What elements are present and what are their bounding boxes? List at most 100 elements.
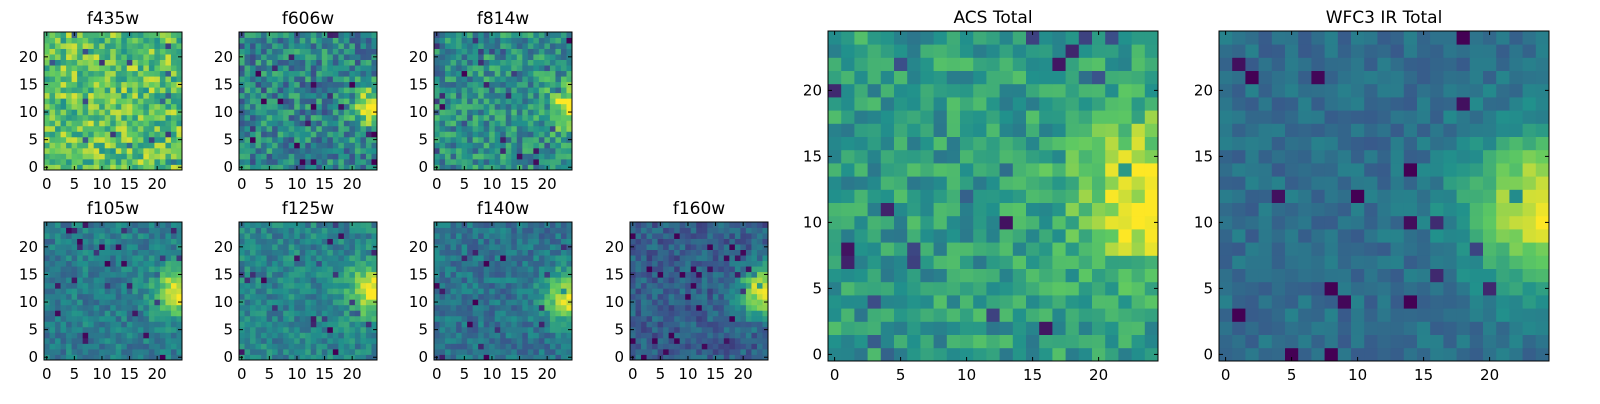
heatmap-cell [630,310,636,316]
heatmap-cell [685,239,691,245]
heatmap-cell [718,233,724,239]
heatmap-cell [250,310,256,316]
heatmap-cell [907,150,921,164]
heatmap-cell [99,327,105,333]
heatmap-cell [489,316,495,322]
heatmap-cell [256,222,262,228]
heatmap-cell [440,159,446,165]
heatmap-cell [636,222,642,228]
heatmap-cell [105,272,111,278]
heatmap-cell [360,261,366,267]
heatmap-cell [478,32,484,38]
heatmap-cell [149,76,155,82]
heatmap-cell [451,93,457,99]
heatmap-cell [841,308,855,322]
heatmap-cell [333,299,339,305]
heatmap-cell [658,250,664,256]
heatmap-cell [160,71,166,77]
heatmap-cell [355,321,361,327]
heatmap-cell [702,294,708,300]
heatmap-cell [1000,335,1014,349]
heatmap-cell [934,335,948,349]
heatmap-cell [500,137,506,143]
heatmap-cell [105,327,111,333]
heatmap-cell [669,261,675,267]
heatmap-cell [333,327,339,333]
heatmap-cell [746,239,752,245]
heatmap-cell [55,43,61,49]
heatmap-cell [555,131,561,137]
heatmap-cell [539,153,545,159]
heatmap-cell [261,43,267,49]
heatmap-cell [366,222,372,228]
heatmap-cell [511,148,517,154]
heatmap-cell [160,277,166,283]
panel-title: f160w [673,199,725,219]
heatmap-cell [143,76,149,82]
heatmap-cell [456,104,462,110]
heatmap-cell [333,82,339,88]
heatmap-cell [735,272,741,278]
heatmap-cell [239,239,245,245]
heatmap-cell [245,299,251,305]
heatmap-cell [729,255,735,261]
heatmap-cell [544,43,550,49]
heatmap-cell [434,87,440,93]
heatmap-cell [239,148,245,154]
heatmap-cell [105,277,111,283]
heatmap-cell [278,321,284,327]
heatmap-cell [511,228,517,234]
heatmap-cell [333,343,339,349]
heatmap-cell [77,261,83,267]
heatmap-cell [138,65,144,71]
heatmap-cell [50,109,56,115]
heatmap-cell [456,148,462,154]
heatmap-cell [316,310,322,316]
heatmap-cell [445,343,451,349]
heatmap-cell [434,321,440,327]
heatmap-cell [66,98,72,104]
heatmap-cell [467,104,473,110]
heatmap-cell [533,228,539,234]
heatmap-cell [355,104,361,110]
heatmap-cell [77,87,83,93]
heatmap-cell [500,104,506,110]
heatmap-cell [740,299,746,305]
heatmap-cell [305,261,311,267]
heatmap-cell [132,310,138,316]
heatmap-cell [881,321,895,335]
heatmap-cell [322,148,328,154]
heatmap-cell [440,288,446,294]
heatmap-cell [669,332,675,338]
heatmap-cell [528,82,534,88]
heatmap-cell [434,65,440,71]
heatmap-cell [116,38,122,44]
heatmap-cell [55,148,61,154]
heatmap-cell [495,43,501,49]
heatmap-cell [947,282,961,296]
heatmap-cell [544,294,550,300]
heatmap-cell [1026,321,1040,335]
x-tick-label: 15 [315,365,334,383]
heatmap-cell [294,98,300,104]
heatmap-cell [143,222,149,228]
heatmap-cell [355,71,361,77]
heatmap-cell [349,60,355,66]
heatmap-cell [1092,242,1106,256]
heatmap-cell [366,343,372,349]
heatmap-cell [245,87,251,93]
heatmap-cell [316,87,322,93]
heatmap-cell [740,338,746,344]
heatmap-cell [333,115,339,121]
heatmap-cell [311,233,317,239]
heatmap-cell [544,54,550,60]
heatmap-cell [467,239,473,245]
heatmap-cell [550,54,556,60]
heatmap-cell [50,255,56,261]
heatmap-cell [143,71,149,77]
heatmap-cell [868,229,882,243]
heatmap-cell [478,327,484,333]
heatmap-cell [171,250,177,256]
heatmap-cell [1118,348,1132,362]
heatmap-cell [61,131,67,137]
